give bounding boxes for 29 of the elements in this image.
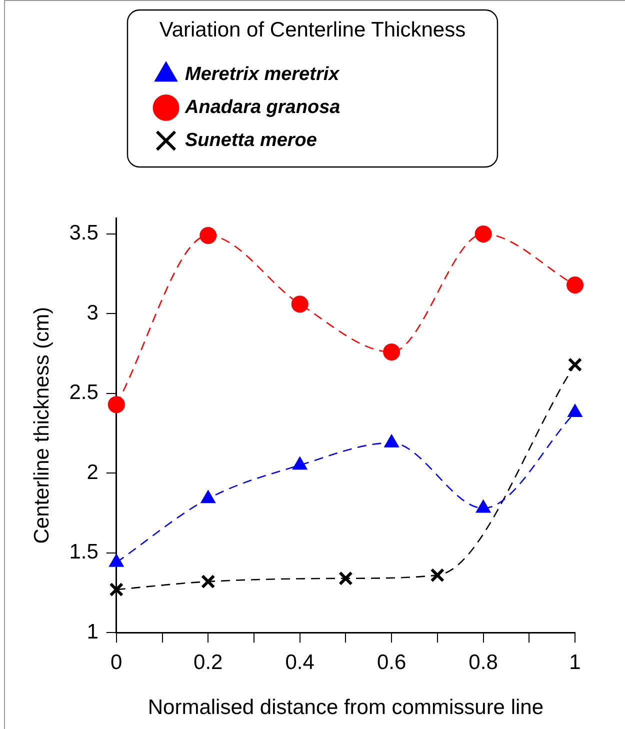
legend-label: Anadara granosa [184,96,341,118]
y-tick-label: 3.5 [69,222,98,245]
point [474,225,492,242]
y-axis-title: Centerline thickness (cm) [30,306,54,544]
point [200,574,216,589]
point [108,396,125,414]
legend-label: Meretrix meretrix [185,64,341,85]
y-tick-label: 2.5 [69,381,98,404]
point [291,296,308,313]
x-tick-label: 1 [569,650,581,674]
point [200,227,217,244]
y-tick-label: 3 [86,301,98,324]
point [566,276,584,294]
x-tick-label: 0.2 [194,650,223,674]
point [383,343,400,360]
x-tick-label: 0 [110,650,122,674]
point [430,568,445,582]
point [338,571,353,586]
x-tick-label: 0.6 [376,650,406,674]
legend-label: Sunetta meroe [185,130,318,151]
x-tick-label: 0.8 [468,650,498,674]
point [568,358,582,372]
y-tick-label: 2 [86,460,98,484]
x-axis-title: Normalised distance from commissure line [148,696,544,720]
y-tick-label: 1.5 [69,540,98,564]
x-tick-label: 0.4 [285,650,315,674]
y-tick-label: 1 [86,620,98,644]
legend-title: Variation of Centerline Thickness [159,18,466,42]
point [109,582,124,597]
